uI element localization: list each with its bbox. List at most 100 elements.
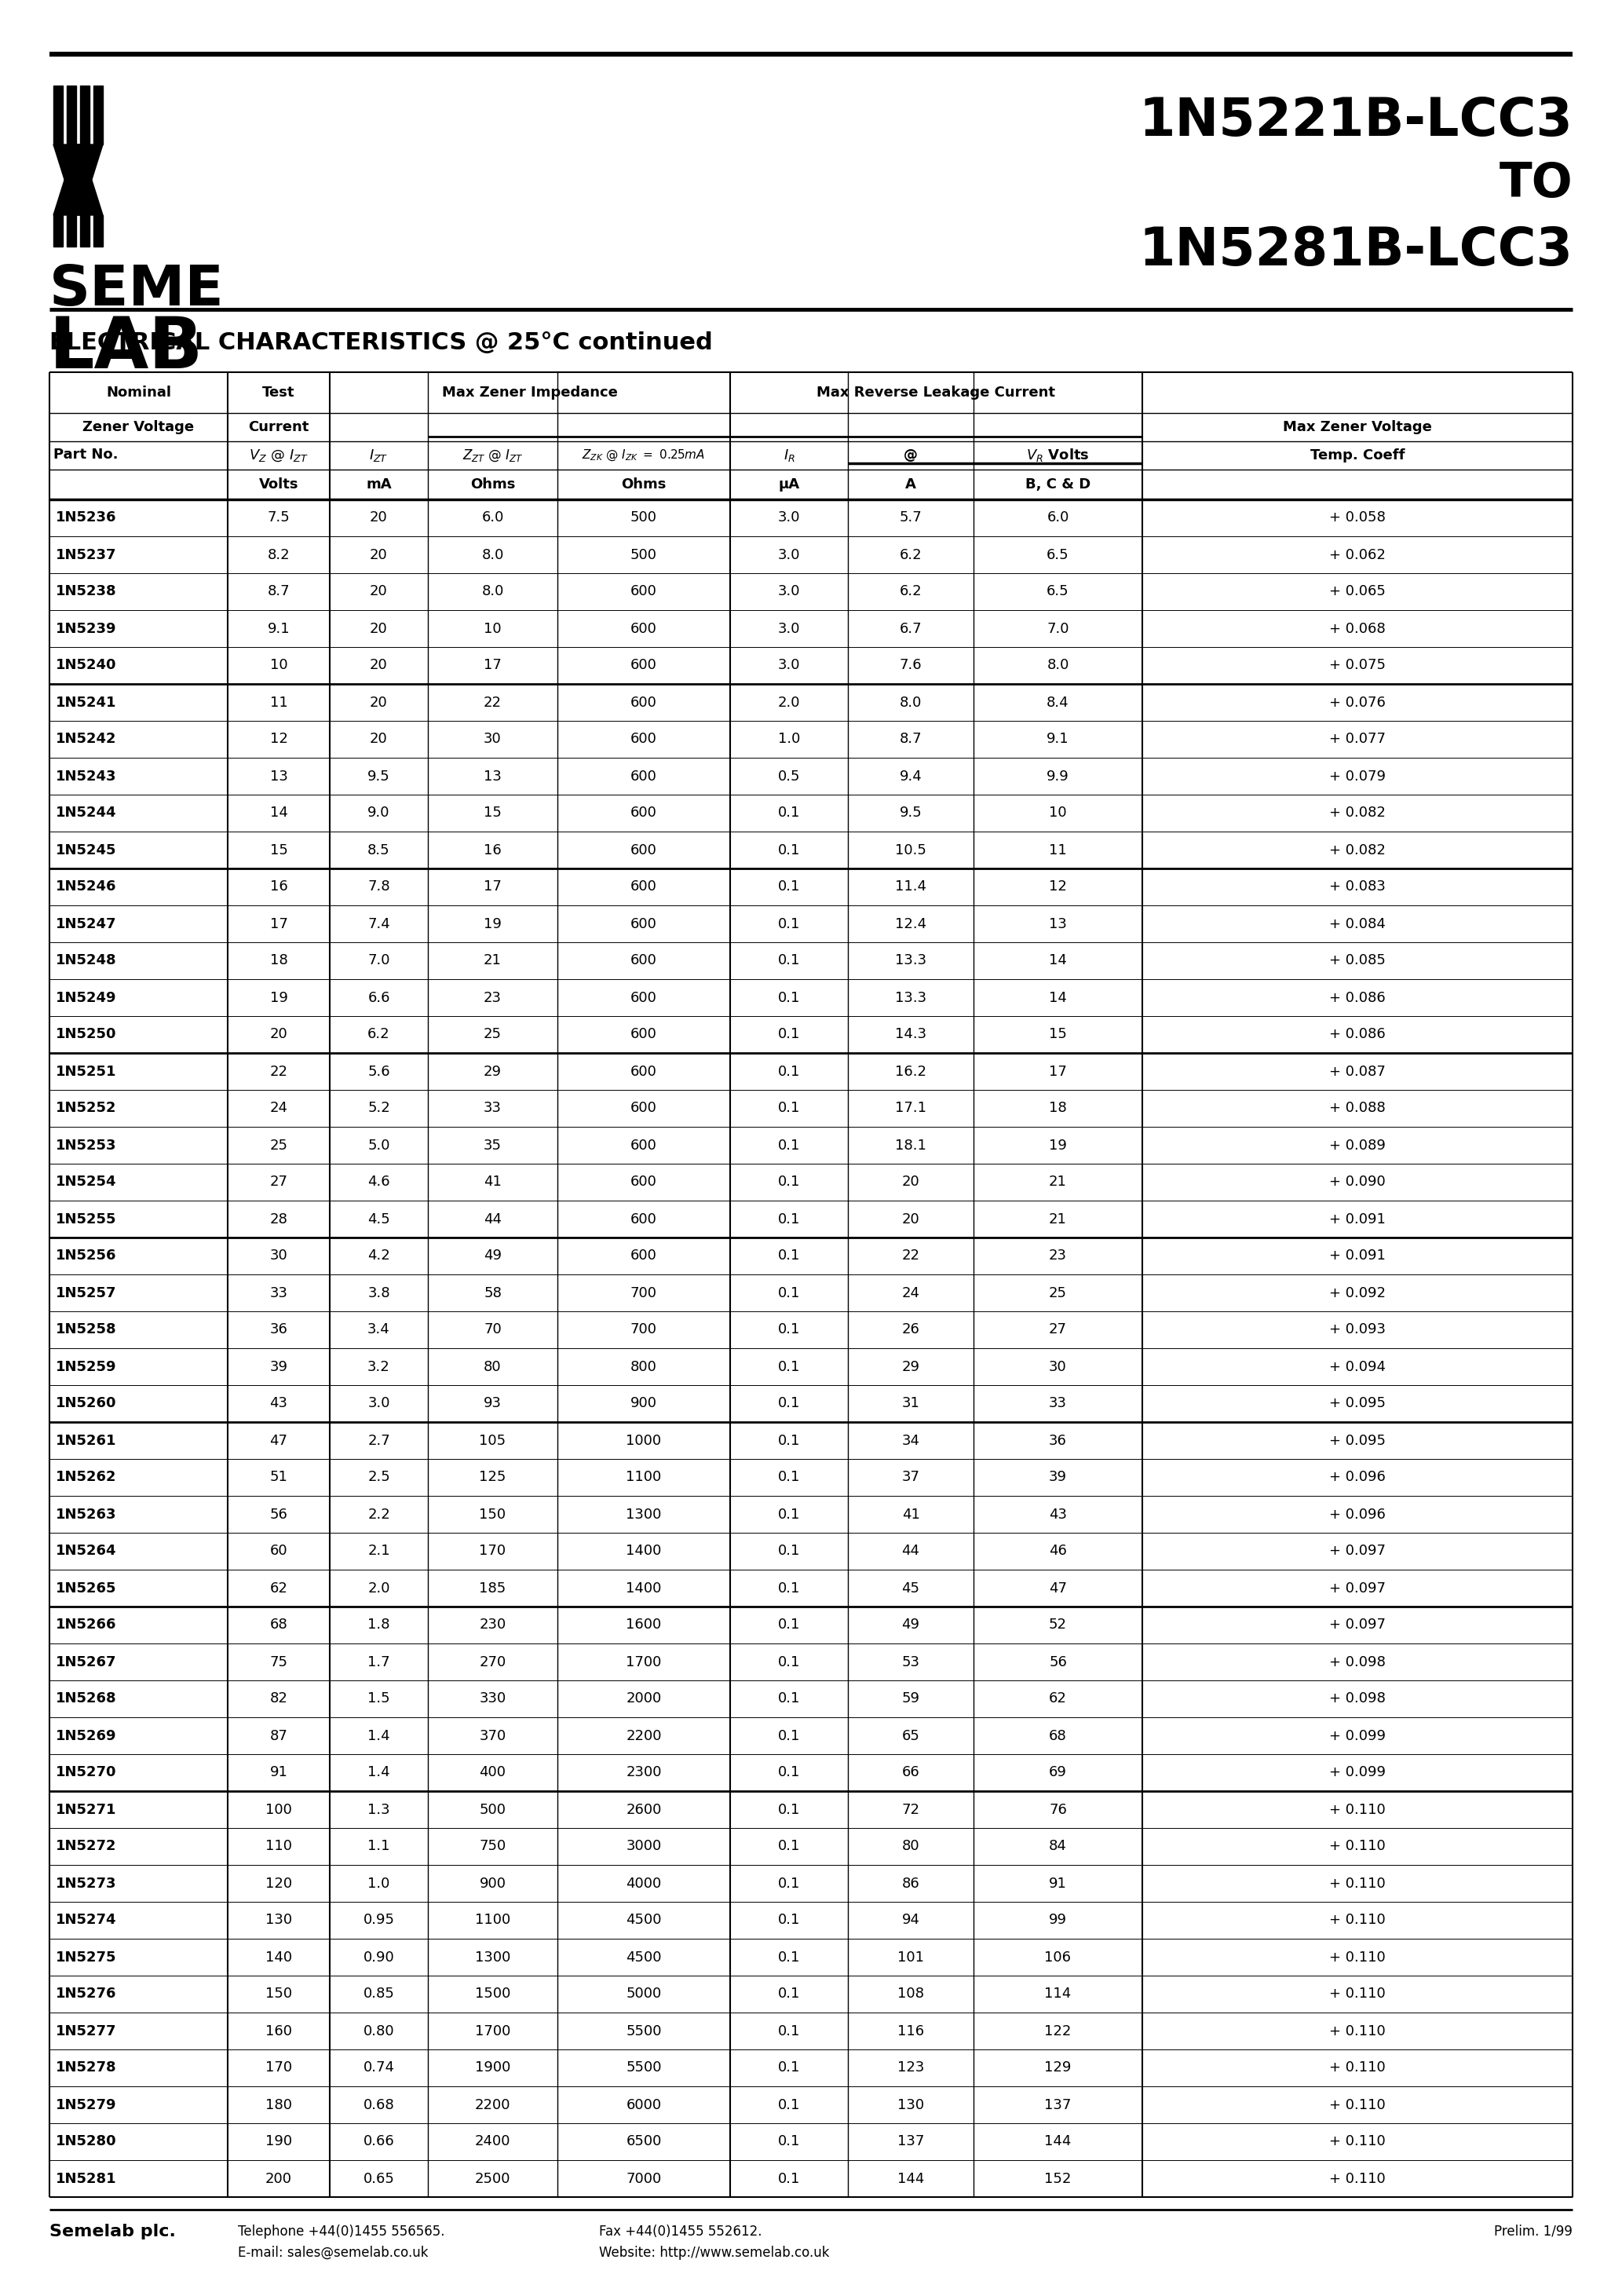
Text: 21: 21 — [1049, 1212, 1067, 1226]
Text: 150: 150 — [478, 1506, 506, 1522]
Text: 1N5244: 1N5244 — [55, 806, 117, 820]
Text: 0.85: 0.85 — [363, 1986, 394, 2002]
Text: 0.1: 0.1 — [779, 806, 800, 820]
Text: 123: 123 — [897, 2062, 925, 2076]
Text: 108: 108 — [897, 1986, 925, 2002]
Text: 80: 80 — [902, 1839, 920, 1853]
Text: Max Reverse Leakage Current: Max Reverse Leakage Current — [817, 386, 1056, 400]
Text: 3.0: 3.0 — [368, 1396, 389, 1410]
Text: 600: 600 — [631, 879, 657, 893]
Text: 600: 600 — [631, 696, 657, 709]
Text: 1N5262: 1N5262 — [55, 1469, 117, 1486]
Text: 6000: 6000 — [626, 2099, 662, 2112]
Text: 1.0: 1.0 — [779, 732, 800, 746]
Text: 0.66: 0.66 — [363, 2135, 394, 2149]
Text: ELECTRICAL CHARACTERISTICS @ 25°C continued: ELECTRICAL CHARACTERISTICS @ 25°C contin… — [49, 331, 712, 354]
Text: 0.1: 0.1 — [779, 2062, 800, 2076]
Text: 18.1: 18.1 — [895, 1139, 926, 1153]
Text: 47: 47 — [1049, 1582, 1067, 1596]
Text: 9.1: 9.1 — [268, 622, 290, 636]
Text: $I_R$: $I_R$ — [783, 448, 795, 464]
Text: 400: 400 — [478, 1766, 506, 1779]
Text: 150: 150 — [266, 1986, 292, 2002]
Text: 23: 23 — [483, 990, 501, 1006]
Text: 5.0: 5.0 — [368, 1139, 389, 1153]
Text: 10.5: 10.5 — [895, 843, 926, 856]
Text: + 0.096: + 0.096 — [1328, 1506, 1385, 1522]
Text: 75: 75 — [269, 1655, 287, 1669]
Text: 1N5264: 1N5264 — [55, 1545, 117, 1559]
Text: Volts: Volts — [260, 478, 298, 491]
Text: 65: 65 — [902, 1729, 920, 1743]
Text: 0.1: 0.1 — [779, 916, 800, 930]
Text: 29: 29 — [483, 1065, 501, 1079]
Text: Semelab plc.: Semelab plc. — [49, 2225, 175, 2239]
Text: 91: 91 — [1049, 1876, 1067, 1890]
Text: 9.5: 9.5 — [368, 769, 391, 783]
Text: 1N5261: 1N5261 — [55, 1433, 117, 1446]
Text: Test: Test — [263, 386, 295, 400]
Text: 20: 20 — [269, 1029, 287, 1042]
Text: $I_{ZT}$: $I_{ZT}$ — [370, 448, 388, 464]
Text: 39: 39 — [269, 1359, 287, 1373]
Text: 68: 68 — [1049, 1729, 1067, 1743]
Text: 43: 43 — [1049, 1506, 1067, 1522]
Text: 16.2: 16.2 — [895, 1065, 926, 1079]
Text: 4.5: 4.5 — [368, 1212, 391, 1226]
Text: 33: 33 — [483, 1102, 501, 1116]
Text: 11: 11 — [1049, 843, 1067, 856]
Text: 3.0: 3.0 — [779, 549, 800, 563]
Text: 27: 27 — [269, 1176, 287, 1189]
Text: 140: 140 — [266, 1949, 292, 1965]
Text: 2000: 2000 — [626, 1692, 662, 1706]
Text: 1N5250: 1N5250 — [55, 1029, 117, 1042]
Text: Website: http://www.semelab.co.uk: Website: http://www.semelab.co.uk — [599, 2245, 829, 2259]
Text: 86: 86 — [902, 1876, 920, 1890]
Text: 45: 45 — [902, 1582, 920, 1596]
Text: 100: 100 — [266, 1802, 292, 1816]
Text: 99: 99 — [1049, 1913, 1067, 1926]
Bar — [79, 85, 89, 145]
Text: 31: 31 — [902, 1396, 920, 1410]
Text: + 0.110: + 0.110 — [1330, 2062, 1385, 2076]
Text: 1N5265: 1N5265 — [55, 1582, 117, 1596]
Text: 600: 600 — [631, 769, 657, 783]
Text: + 0.097: + 0.097 — [1328, 1582, 1385, 1596]
Text: 22: 22 — [269, 1065, 287, 1079]
Text: + 0.088: + 0.088 — [1330, 1102, 1385, 1116]
Text: 600: 600 — [631, 843, 657, 856]
Text: 5.7: 5.7 — [900, 510, 921, 526]
Text: 6.2: 6.2 — [368, 1029, 389, 1042]
Text: + 0.098: + 0.098 — [1328, 1655, 1385, 1669]
Text: 19: 19 — [1049, 1139, 1067, 1153]
Text: 13.3: 13.3 — [895, 990, 926, 1006]
Text: 750: 750 — [478, 1839, 506, 1853]
Text: 0.1: 0.1 — [779, 1286, 800, 1300]
Text: 1700: 1700 — [626, 1655, 662, 1669]
Bar — [94, 216, 102, 246]
Text: $V_Z\ @\ I_{ZT}$: $V_Z\ @\ I_{ZT}$ — [250, 448, 308, 464]
Text: 19: 19 — [269, 990, 287, 1006]
Text: 0.1: 0.1 — [779, 1433, 800, 1446]
Text: 0.1: 0.1 — [779, 1212, 800, 1226]
Text: Telephone +44(0)1455 556565.: Telephone +44(0)1455 556565. — [238, 2225, 444, 2239]
Text: Current: Current — [248, 420, 310, 434]
Text: 1N5273: 1N5273 — [55, 1876, 117, 1890]
Text: 130: 130 — [266, 1913, 292, 1926]
Text: + 0.110: + 0.110 — [1330, 2172, 1385, 2186]
Text: 69: 69 — [1049, 1766, 1067, 1779]
Text: 28: 28 — [269, 1212, 287, 1226]
Text: 49: 49 — [483, 1249, 501, 1263]
Text: 0.1: 0.1 — [779, 1322, 800, 1336]
Text: + 0.099: + 0.099 — [1328, 1766, 1385, 1779]
Text: 44: 44 — [483, 1212, 501, 1226]
Text: 600: 600 — [631, 1139, 657, 1153]
Text: 0.1: 0.1 — [779, 1102, 800, 1116]
Text: 7.8: 7.8 — [368, 879, 389, 893]
Text: @: @ — [903, 448, 918, 461]
Text: 1000: 1000 — [626, 1433, 662, 1446]
Text: 14: 14 — [1049, 990, 1067, 1006]
Text: 0.1: 0.1 — [779, 1913, 800, 1926]
Bar — [67, 85, 76, 145]
Text: 144: 144 — [1045, 2135, 1072, 2149]
